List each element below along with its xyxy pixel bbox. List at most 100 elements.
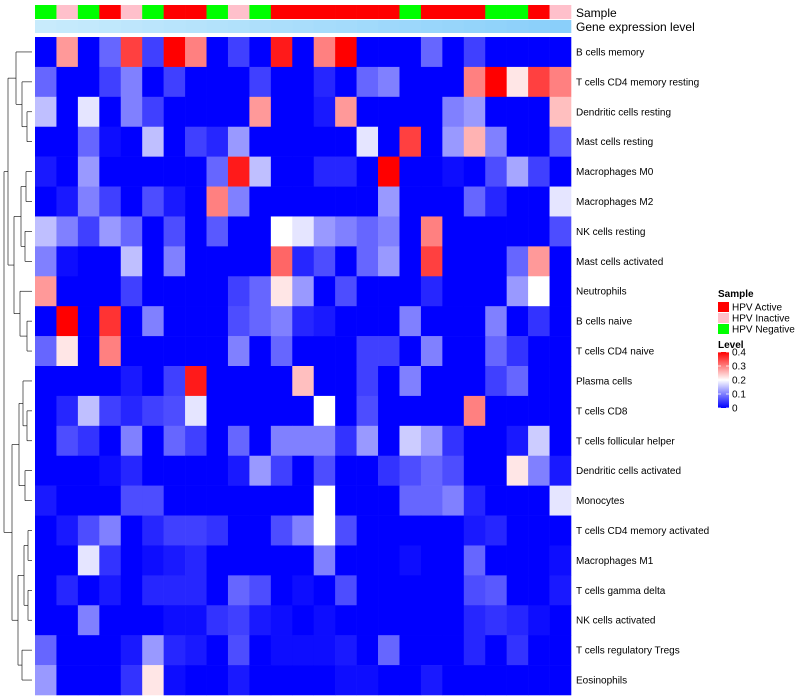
heatmap-cell xyxy=(120,126,143,157)
heatmap-cell xyxy=(485,425,507,457)
heatmap-cell xyxy=(378,366,400,397)
heatmap-cell xyxy=(270,126,293,157)
heatmap-cell xyxy=(270,485,293,516)
gene-expression-cell xyxy=(206,20,229,33)
heatmap-cell xyxy=(463,306,486,337)
heatmap-cell xyxy=(35,575,57,606)
heatmap-cell xyxy=(227,216,250,247)
row-label: T cells follicular helper xyxy=(576,436,675,447)
heatmap-cell xyxy=(335,66,357,98)
heatmap-cell xyxy=(442,96,465,128)
heatmap-cell xyxy=(56,276,79,307)
heatmap-cell xyxy=(335,37,357,68)
heatmap-cell xyxy=(35,96,57,128)
row-label: B cells memory xyxy=(576,47,644,58)
heatmap-cell xyxy=(249,515,272,546)
gene-expression-cell xyxy=(463,20,486,33)
heatmap-cell xyxy=(399,156,422,187)
heatmap-cell xyxy=(420,485,443,516)
heatmap-cell xyxy=(77,216,100,247)
heatmap-cell xyxy=(528,306,550,337)
heatmap-cell xyxy=(185,366,207,397)
heatmap-cell xyxy=(356,37,379,68)
heatmap-cell xyxy=(528,126,550,157)
gene-expression-cell xyxy=(142,20,164,33)
sample-annotation-cell xyxy=(549,5,572,19)
heatmap-cell xyxy=(442,156,465,187)
heatmap-cell xyxy=(185,605,207,636)
heatmap-cell xyxy=(35,425,57,457)
heatmap-cell xyxy=(77,485,100,516)
heatmap-cell xyxy=(335,455,357,486)
heatmap-cell xyxy=(120,575,143,606)
heatmap-cell xyxy=(185,186,207,217)
heatmap-cell xyxy=(549,246,572,277)
heatmap-cell xyxy=(313,395,336,427)
heatmap-cell xyxy=(335,545,357,576)
gene-expression-annotation-label: Gene expression level xyxy=(576,20,695,34)
heatmap-cell xyxy=(506,37,529,68)
heatmap-cell xyxy=(292,575,315,606)
heatmap-cell xyxy=(270,425,293,457)
heatmap-cell xyxy=(356,366,379,397)
gene-expression-cell xyxy=(120,20,143,33)
row-label: Dendritic cells activated xyxy=(576,466,681,477)
heatmap-cell xyxy=(77,545,100,576)
heatmap-cell xyxy=(378,186,400,217)
heatmap-cell xyxy=(99,186,122,217)
heatmap-cell xyxy=(292,156,315,187)
heatmap-cell xyxy=(485,37,507,68)
heatmap-cell xyxy=(120,216,143,247)
heatmap-cell xyxy=(120,186,143,217)
heatmap-cell xyxy=(463,395,486,427)
heatmap-cell xyxy=(227,66,250,98)
row-label: T cells regulatory Tregs xyxy=(576,646,680,657)
heatmap-cell xyxy=(292,216,315,247)
heatmap-cell xyxy=(506,575,529,606)
heatmap-cell xyxy=(313,635,336,666)
heatmap-cell xyxy=(528,246,550,277)
heatmap-cell xyxy=(335,485,357,516)
heatmap-cell xyxy=(185,246,207,277)
gene-expression-cell xyxy=(335,20,357,33)
heatmap-cell xyxy=(270,455,293,486)
heatmap-cell xyxy=(77,515,100,546)
heatmap-cell xyxy=(142,126,164,157)
heatmap-cell xyxy=(185,575,207,606)
heatmap-cell xyxy=(249,306,272,337)
heatmap-cell xyxy=(206,455,229,486)
heatmap-cell xyxy=(420,336,443,367)
heatmap-cell xyxy=(120,37,143,68)
legend-item-label: HPV Active xyxy=(732,303,782,314)
heatmap-cell xyxy=(528,336,550,367)
heatmap-cell xyxy=(227,395,250,427)
heatmap-cell xyxy=(56,246,79,277)
sample-annotation-bar xyxy=(35,5,572,19)
heatmap-cell xyxy=(463,216,486,247)
heatmap-cell xyxy=(163,545,186,576)
heatmap-cell xyxy=(56,635,79,666)
heatmap-cell xyxy=(549,336,572,367)
heatmap-cell xyxy=(292,485,315,516)
heatmap-cell xyxy=(270,575,293,606)
heatmap-cell xyxy=(549,306,572,337)
heatmap-cell xyxy=(99,665,122,696)
heatmap-cell xyxy=(399,276,422,307)
heatmap-cell xyxy=(227,246,250,277)
heatmap-cell xyxy=(56,156,79,187)
heatmap-cell xyxy=(185,336,207,367)
heatmap-cell xyxy=(313,336,336,367)
heatmap-cell xyxy=(206,485,229,516)
sample-annotation-cell xyxy=(227,5,250,19)
heatmap-cell xyxy=(335,575,357,606)
gene-expression-cell xyxy=(77,20,100,33)
heatmap-cell xyxy=(35,545,57,576)
heatmap-cell xyxy=(77,156,100,187)
heatmap-cell xyxy=(506,96,529,128)
heatmap-cell xyxy=(506,515,529,546)
heatmap-cell xyxy=(99,37,122,68)
gene-expression-cell xyxy=(35,20,57,33)
heatmap-cell xyxy=(313,276,336,307)
heatmap-cell xyxy=(378,336,400,367)
heatmap-cell xyxy=(249,485,272,516)
